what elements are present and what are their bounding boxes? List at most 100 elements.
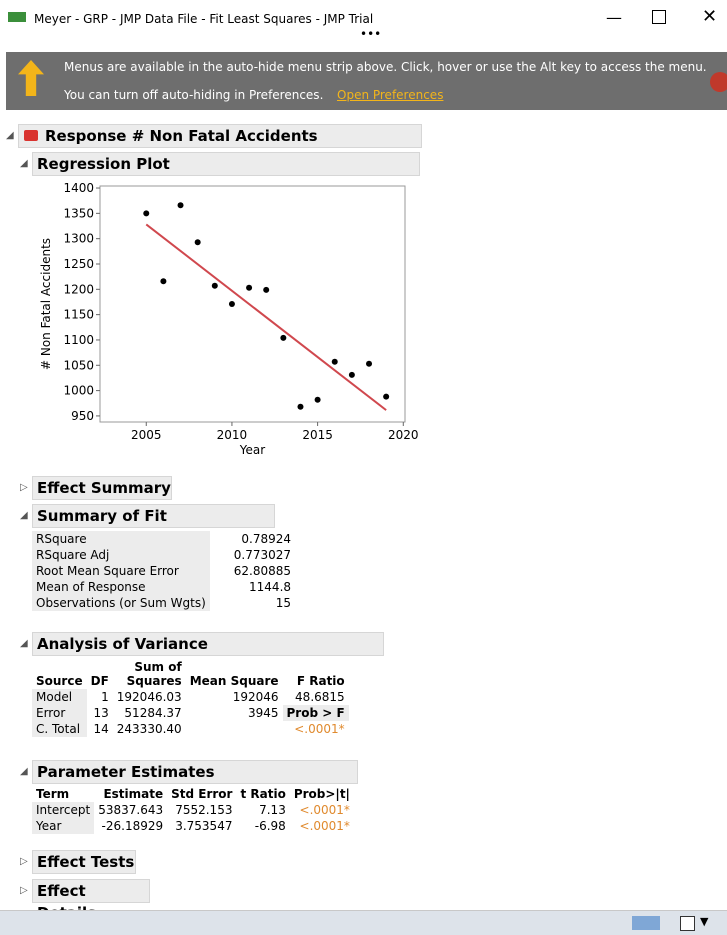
red-triangle-menu[interactable] xyxy=(24,130,38,141)
table-row: RSquare Adj 0.773027 xyxy=(32,547,295,563)
y-tick-label: 1300 xyxy=(63,232,94,246)
table-cell: C. Total xyxy=(32,721,87,737)
table-cell: 51284.37 xyxy=(124,706,182,720)
disclosure[interactable]: ▷ xyxy=(20,856,28,867)
table-cell: 14 xyxy=(93,722,109,736)
data-point xyxy=(177,202,184,209)
maximize[interactable] xyxy=(652,10,666,24)
table-header: Source DF Sum of Squares Mean Square F Ratio xyxy=(32,659,349,689)
regression-plot: 950 1000 1050 1100 1150 1200 1250 1300 1350 1400 2… xyxy=(39,181,419,457)
x-tick-label: 2010 xyxy=(217,428,248,442)
y-tick-label: 1150 xyxy=(63,308,94,322)
minimize[interactable]: — xyxy=(606,8,622,27)
column-header: Term xyxy=(36,787,70,801)
table-cell: 243330.40 xyxy=(116,722,182,736)
table-cell: Error xyxy=(32,705,87,721)
data-point xyxy=(348,371,355,378)
data-point xyxy=(143,210,150,217)
y-tick-label: 1400 xyxy=(63,181,94,195)
data-point xyxy=(160,278,167,285)
table-row: Year -26.18929 3.753547 -6.98 <.0001* xyxy=(32,818,354,834)
table-cell: Prob > F xyxy=(282,705,349,721)
column-header: t Ratio xyxy=(240,787,286,801)
banner-icon xyxy=(18,60,44,96)
table-row: Root Mean Square Error 62.80885 xyxy=(32,563,295,579)
x-tick-label: 2005 xyxy=(131,428,162,442)
table-label: Root Mean Square Error xyxy=(32,563,210,579)
status-dropdown[interactable]: ▼ xyxy=(700,915,709,928)
y-tick-label: 1000 xyxy=(63,384,94,398)
column-header: Prob>|t| xyxy=(293,787,350,801)
column-header: Mean Square xyxy=(189,674,279,688)
disclosure[interactable]: ◢ xyxy=(20,638,28,649)
table-row: Model 1 192046.03 192046 48.6815 xyxy=(32,689,349,705)
table-cell: 192046 xyxy=(232,690,279,704)
table-cell xyxy=(186,721,283,737)
banner-close[interactable] xyxy=(710,72,727,92)
table-cell: Model xyxy=(32,689,87,705)
table-value: 0.78924 xyxy=(241,532,292,546)
data-point xyxy=(194,239,201,246)
disclosure[interactable]: ◢ xyxy=(20,766,28,777)
table-cell: 53837.643 xyxy=(98,803,164,817)
y-tick-label: 1100 xyxy=(63,333,94,347)
section-heading: Effect Tests xyxy=(32,850,136,874)
title-bar: Meyer - GRP - JMP Data File - Fit Least … xyxy=(0,0,727,40)
y-tick-label: 1200 xyxy=(63,282,94,296)
table-cell: 3945 xyxy=(247,706,279,720)
banner-link[interactable]: Open Preferences xyxy=(337,88,444,102)
section-heading: Parameter Estimates xyxy=(32,760,358,784)
y-axis-label: # Non Fatal Accidents xyxy=(39,238,53,370)
table-cell: <.0001* xyxy=(299,819,350,833)
section-heading: Regression Plot xyxy=(32,152,420,176)
status-icon[interactable] xyxy=(632,916,660,930)
table-row: Mean of Response 1144.8 xyxy=(32,579,295,595)
data-point xyxy=(263,286,270,293)
data-point xyxy=(383,393,390,400)
summary-of-fit-table: RSquare 0.78924 RSquare Adj 0.773027 Root Me… xyxy=(32,531,295,611)
y-tick-label: 1050 xyxy=(63,358,94,372)
app-icon xyxy=(8,12,26,22)
column-header: Std Error xyxy=(171,787,233,801)
section-heading: Summary of Fit xyxy=(32,504,275,528)
banner-text: You can turn off auto-hiding in Preferen… xyxy=(64,88,324,102)
disclosure[interactable]: ▷ xyxy=(20,885,28,896)
disclosure[interactable]: ◢ xyxy=(6,130,14,141)
status-icon[interactable] xyxy=(680,916,695,931)
section-heading: Analysis of Variance xyxy=(32,632,384,656)
table-cell: -26.18929 xyxy=(101,819,164,833)
y-tick-label: 1350 xyxy=(63,206,94,220)
disclosure[interactable]: ◢ xyxy=(20,510,28,521)
y-tick-label: 950 xyxy=(71,409,94,423)
table-cell: 1 xyxy=(101,690,109,704)
plot-frame xyxy=(99,185,406,423)
column-header: Estimate xyxy=(103,787,164,801)
close[interactable]: ✕ xyxy=(702,6,718,27)
table-header: Term Estimate Std Error t Ratio Prob>|t| xyxy=(32,786,354,802)
disclosure[interactable]: ◢ xyxy=(20,158,28,169)
section-heading: Effect Details xyxy=(32,879,150,922)
data-point xyxy=(228,301,235,307)
table-cell: <.0001* xyxy=(299,803,350,817)
data-point xyxy=(314,396,321,403)
data-point xyxy=(246,284,253,291)
table-cell: Intercept xyxy=(32,802,95,818)
table-value: 15 xyxy=(275,596,292,610)
banner: Menus are available in the auto-hide men… xyxy=(6,52,727,110)
table-row: C. Total 14 243330.40 <.0001* xyxy=(32,721,349,737)
section-heading: Effect Summary xyxy=(32,476,172,500)
table-cell: <.0001* xyxy=(294,722,345,736)
table-label: Observations (or Sum Wgts) xyxy=(32,595,210,611)
table-cell: -6.98 xyxy=(254,819,286,833)
data-point xyxy=(331,358,338,365)
table-label: Mean of Response xyxy=(32,579,210,595)
y-tick-label: 1250 xyxy=(63,257,94,271)
column-header: F Ratio xyxy=(296,674,345,688)
data-point xyxy=(366,360,373,367)
menu-dots[interactable]: ••• xyxy=(360,27,382,41)
table-label: RSquare xyxy=(32,531,210,547)
table-value: 62.80885 xyxy=(233,564,292,578)
table-cell: 192046.03 xyxy=(116,690,182,704)
disclosure[interactable]: ▷ xyxy=(20,482,28,493)
table-cell: 7.13 xyxy=(259,803,286,817)
